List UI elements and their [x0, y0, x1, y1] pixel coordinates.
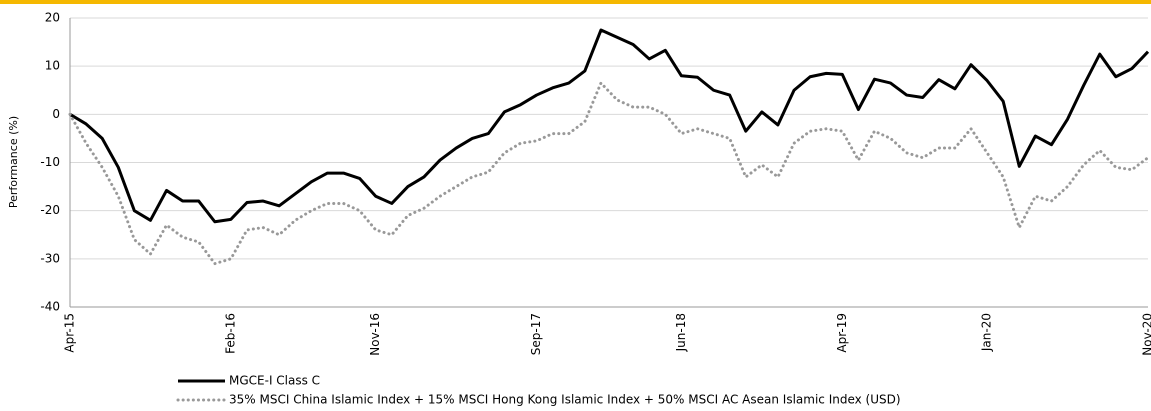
x-tick-label: Apr-19	[835, 313, 849, 353]
y-axis-label: Performance (%)	[7, 116, 20, 208]
y-tick-label: -10	[40, 155, 60, 169]
series-line	[69, 28, 1150, 224]
y-tick-label: -40	[40, 300, 60, 314]
x-tick-label: Nov-20	[1141, 313, 1151, 356]
top-bar	[0, 0, 1151, 4]
y-tick-label: 10	[45, 59, 60, 73]
x-tick-label: Apr-15	[63, 313, 77, 353]
legend-label: 35% MSCI China Islamic Index + 15% MSCI …	[229, 393, 901, 407]
y-tick-label: 0	[52, 107, 60, 121]
y-tick-label: -20	[40, 203, 60, 217]
x-tick-label: Jan-20	[980, 313, 994, 352]
x-tick-label: Feb-16	[223, 313, 237, 354]
legend-label: MGCE-I Class C	[229, 374, 320, 388]
y-tick-label: -30	[40, 251, 60, 265]
x-tick-label: Sep-17	[529, 313, 543, 355]
x-tick-label: Nov-16	[368, 313, 382, 356]
x-tick-label: Jun-18	[674, 313, 688, 352]
y-tick-label: 20	[45, 11, 60, 25]
series-line	[68, 81, 1150, 266]
